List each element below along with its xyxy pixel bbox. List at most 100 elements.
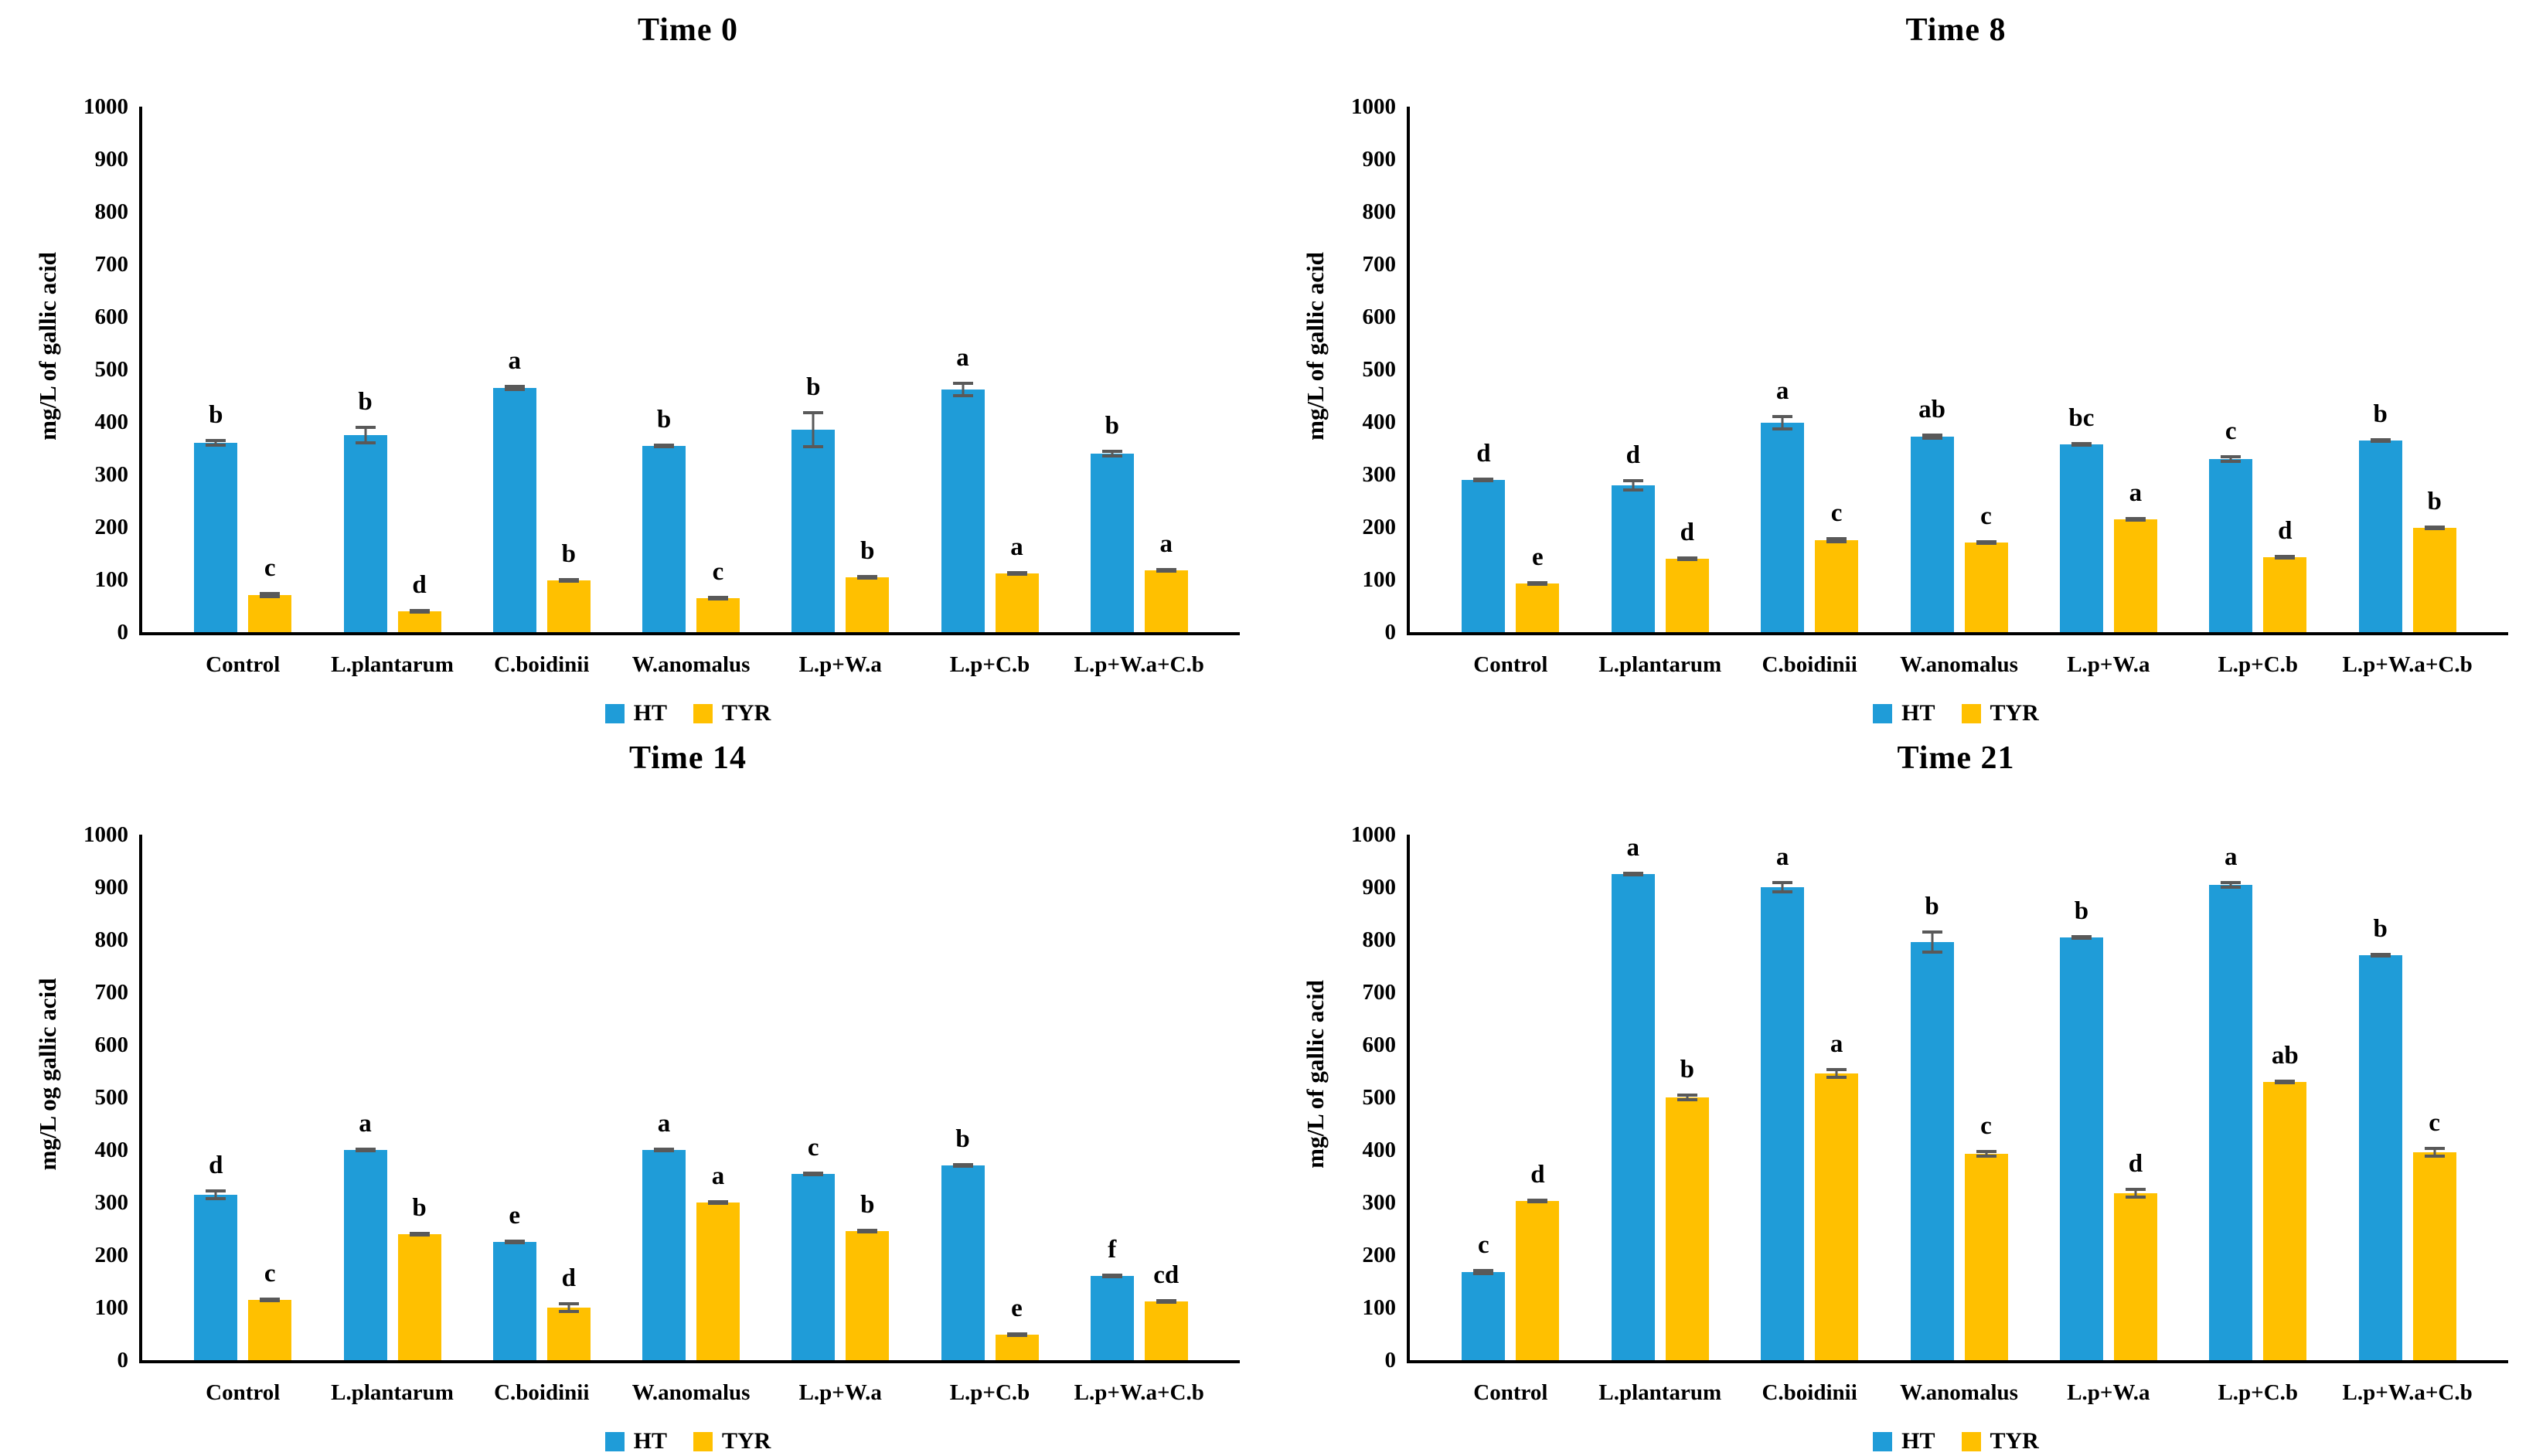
error-bar	[1825, 1068, 1848, 1079]
error-bar	[856, 574, 879, 580]
error-bar-stem	[513, 384, 516, 392]
error-bar-stem	[2134, 1188, 2137, 1199]
y-tick-label: 900	[1362, 875, 1397, 900]
legend-swatch-tyr	[693, 703, 713, 723]
bar-tyr: a	[696, 1163, 740, 1360]
error-bar	[1622, 871, 1645, 877]
error-bar-cap-bottom	[1006, 1334, 1027, 1337]
y-tick-label: 1000	[83, 94, 128, 119]
significance-letter: e	[1532, 543, 1544, 571]
error-bar-stem	[567, 1302, 570, 1313]
error-bar-stem	[1111, 449, 1114, 458]
error-bar-cap-top	[558, 1302, 579, 1306]
bar-fill	[492, 1242, 536, 1360]
y-tick-label: 300	[94, 462, 129, 487]
error-bar-cap-top	[1527, 1198, 1548, 1202]
error-bar-cap-top	[1622, 871, 1643, 875]
bar-fill	[1090, 1276, 1134, 1360]
error-bar	[354, 1147, 377, 1153]
bar-tyr: b	[546, 541, 591, 632]
significance-letter: b	[358, 387, 373, 416]
bar-fill	[343, 1150, 387, 1360]
category-label: Control	[1473, 652, 1548, 677]
legend: HT TYR	[136, 700, 1240, 726]
bar-fill	[1815, 540, 1859, 632]
error-bar-stem	[214, 1189, 217, 1200]
category-label: L.p+W.a+C.b	[2342, 1380, 2473, 1405]
chart-title: Time 14	[628, 740, 747, 776]
error-bar	[1975, 539, 1998, 546]
bar-ht: f	[1090, 1237, 1134, 1360]
error-bar-stem	[1931, 433, 1933, 441]
bar-fill	[2059, 937, 2103, 1360]
y-tick-label: 700	[94, 980, 129, 1005]
significance-letter: a	[1775, 376, 1789, 405]
error-bar	[258, 1297, 281, 1303]
error-bar-stem	[1781, 414, 1784, 431]
significance-letter: c	[1980, 1111, 1992, 1140]
bar-group: f cd L.p+W.a+C.b	[1074, 1237, 1204, 1405]
error-bar	[652, 443, 676, 449]
bar-group: b c Control	[194, 402, 292, 677]
error-bar	[2423, 1147, 2446, 1158]
chart-cell-time-21: Time 21 mg/L of gallic acid 0 100 200 300 400 5…	[1268, 728, 2536, 1456]
significance-letter: d	[2278, 516, 2293, 545]
bar-fill	[1516, 1201, 1560, 1360]
bar-tyr: e	[995, 1296, 1039, 1360]
bar-group: b b L.p+W.a+C.b	[2343, 402, 2473, 678]
y-tick-label: 400	[94, 1138, 129, 1162]
y-tick-label: 0	[117, 1348, 129, 1373]
error-bar-cap-top	[857, 1228, 878, 1232]
error-bar-cap-top	[952, 1162, 973, 1166]
error-bar	[2070, 442, 2093, 447]
y-tick-label: 600	[1362, 1032, 1397, 1057]
error-bar	[1101, 1273, 1124, 1279]
error-bar-cap-bottom	[1826, 540, 1847, 544]
legend-swatch-ht	[1873, 703, 1893, 723]
error-bar-stem	[2229, 454, 2232, 464]
significance-letter: a	[711, 1162, 725, 1190]
bar-ht: b	[2358, 402, 2402, 632]
y-axis-label: mg/L og gallic acid	[34, 978, 61, 1171]
significance-letter: c	[1980, 502, 1992, 530]
bar-tyr: a	[995, 535, 1039, 632]
error-bar-cap-bottom	[1622, 873, 1643, 877]
significance-letter: b	[1925, 893, 1939, 921]
y-tick-label: 800	[94, 927, 129, 952]
error-bar-cap-bottom	[1772, 890, 1793, 894]
significance-letter: a	[657, 1109, 671, 1138]
y-tick-label: 900	[94, 875, 129, 900]
bar-ht: c	[2209, 418, 2253, 632]
error-bar	[706, 1199, 730, 1206]
error-bar	[2124, 1188, 2147, 1199]
plot-row: mg/L of gallic acid 0 100 200 300 400 500 600 70…	[1295, 785, 2508, 1405]
error-bar-cap-bottom	[206, 444, 226, 447]
error-bar	[652, 1147, 676, 1153]
category-label: W.anomalus	[1900, 1380, 2018, 1405]
significance-letter: c	[1478, 1230, 1489, 1259]
bar-fill	[995, 573, 1039, 632]
error-bar-stem	[1632, 478, 1635, 492]
chart-cell-time-0: Time 0 mg/L of gallic acid 0 100 200 300 400 50…	[0, 0, 1268, 728]
bar-fill	[2113, 1193, 2157, 1360]
bar-ht: e	[492, 1203, 536, 1360]
error-bar-cap-bottom	[504, 388, 525, 392]
error-bar-cap-top	[1676, 1093, 1697, 1097]
y-axis-label: mg/L of gallic acid	[34, 252, 61, 441]
error-bar-cap-bottom	[857, 577, 878, 580]
legend-label: HT	[1901, 700, 1935, 726]
significance-letter: d	[1530, 1160, 1545, 1189]
error-bar-cap-top	[260, 591, 281, 595]
bar-ht: a	[642, 1111, 686, 1360]
error-bar-cap-top	[1527, 580, 1548, 584]
significance-letter: f	[1108, 1235, 1117, 1264]
bar-fill	[2209, 459, 2253, 632]
y-axis: 0 100 200 300 400 500 600 700 800 900 1000	[1336, 57, 1407, 644]
significance-letter: c	[2225, 417, 2237, 445]
legend-item-ht: HT	[1873, 1428, 1935, 1454]
bar-group: a b L.plantarum	[1598, 835, 1721, 1405]
significance-letter: a	[1830, 1030, 1843, 1059]
bar-fill	[1910, 942, 1954, 1360]
category-label: L.p+C.b	[949, 652, 1030, 677]
significance-letter: a	[2129, 478, 2143, 507]
